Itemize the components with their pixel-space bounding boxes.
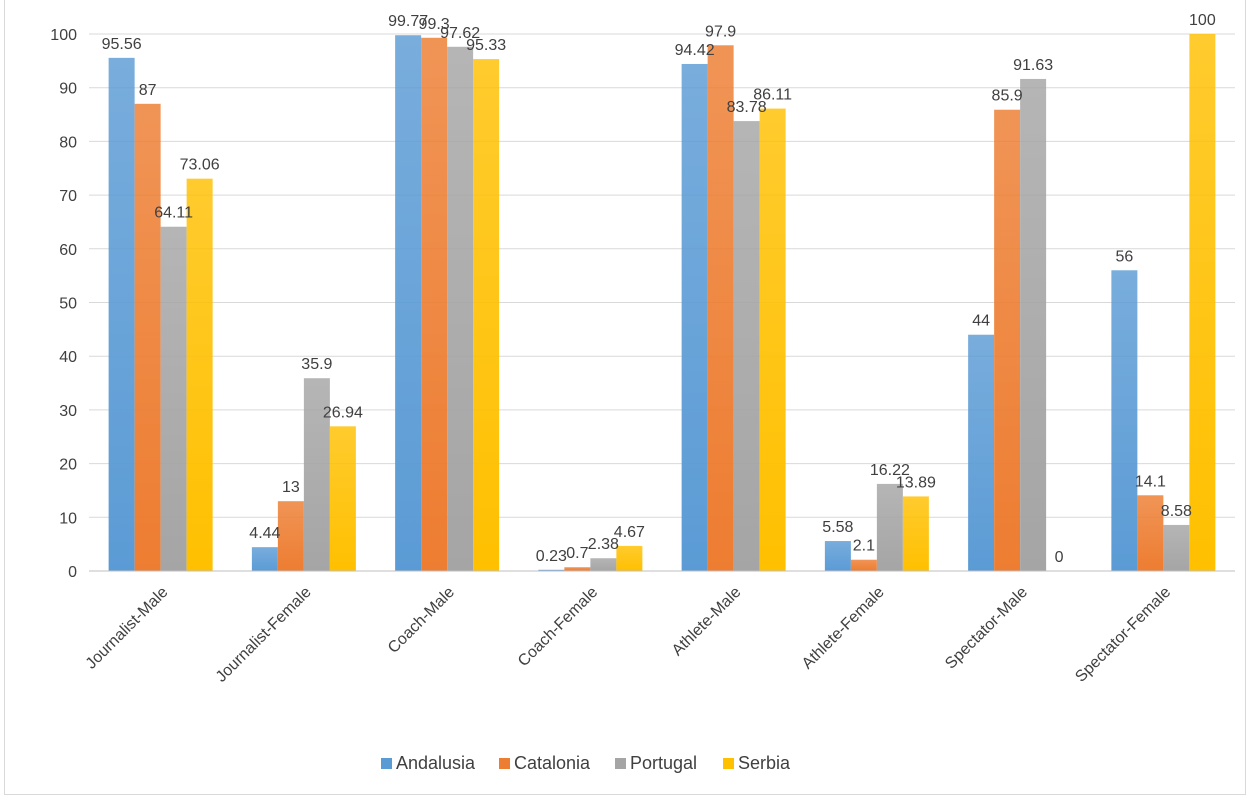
bar-catalonia — [134, 103, 161, 571]
data-label: 91.63 — [1013, 57, 1053, 74]
data-label: 8.58 — [1161, 503, 1192, 520]
x-tick-label: Spectator-Female — [1072, 584, 1174, 686]
bar-catalonia — [564, 567, 591, 571]
y-tick-label: 80 — [59, 134, 77, 151]
y-tick-label: 70 — [59, 188, 77, 205]
bar-portugal — [876, 483, 903, 571]
bar-portugal — [590, 558, 617, 571]
data-label: 83.78 — [727, 99, 767, 116]
x-tick-label: Athlete-Male — [669, 584, 745, 660]
data-label: 35.9 — [301, 356, 332, 373]
data-label: 4.44 — [249, 525, 280, 542]
y-tick-label: 50 — [59, 296, 77, 313]
bar-catalonia — [277, 501, 304, 571]
data-label: 16.22 — [870, 462, 910, 479]
y-tick-label: 90 — [59, 81, 77, 98]
bar-andalusia — [251, 547, 278, 571]
y-tick-label: 30 — [59, 403, 77, 420]
x-tick-label: Journalist-Male — [83, 584, 172, 673]
bar-catalonia — [421, 37, 448, 572]
bar-serbia — [329, 426, 356, 571]
data-label: 94.42 — [675, 42, 715, 59]
data-label: 0.7 — [566, 545, 588, 562]
data-label: 97.9 — [705, 23, 736, 40]
data-label: 2.38 — [588, 536, 619, 553]
data-label: 14.1 — [1135, 473, 1166, 490]
bar-andalusia — [108, 57, 135, 572]
legend-label: Serbia — [738, 753, 791, 773]
x-tick-label: Spectator-Male — [942, 584, 1031, 673]
data-label: 97.62 — [440, 25, 480, 42]
bar-andalusia — [538, 569, 565, 571]
data-label: 99.3 — [419, 16, 450, 33]
data-label: 44 — [972, 313, 990, 330]
data-label: 100 — [1189, 12, 1216, 29]
legend-swatch-catalonia — [499, 758, 510, 769]
bar-portugal — [447, 46, 474, 572]
y-tick-label: 20 — [59, 457, 77, 474]
chart-area: 95.56 87 64.11 73.06 4.44 13 35.9 26.94 99.77 99.… — [4, 0, 1246, 795]
data-label: 26.94 — [323, 404, 363, 421]
bar-andalusia — [824, 541, 851, 571]
legend-swatch-serbia — [723, 758, 734, 769]
bar-andalusia — [395, 35, 422, 571]
legend-swatch-andalusia — [381, 758, 392, 769]
bar-portugal — [733, 121, 760, 571]
legend-label: Andalusia — [396, 753, 476, 773]
y-tick-label: 40 — [59, 349, 77, 366]
bar-serbia — [186, 178, 213, 572]
gridlines — [89, 33, 1235, 572]
bar-catalonia — [707, 45, 734, 572]
data-label: 2.1 — [853, 538, 875, 555]
bar-andalusia — [968, 334, 995, 571]
bar-serbia — [473, 59, 500, 571]
data-label: 87 — [139, 82, 157, 99]
data-label: 0.23 — [536, 548, 567, 565]
data-label: 5.58 — [822, 519, 853, 536]
bar-portugal — [303, 378, 330, 571]
y-tick-label: 60 — [59, 242, 77, 259]
data-label: 86.11 — [753, 87, 792, 104]
bar-serbia — [902, 496, 929, 571]
data-label: 85.9 — [992, 88, 1023, 105]
y-tick-label: 10 — [59, 510, 77, 527]
bar-andalusia — [681, 63, 708, 571]
legend-swatch-portugal — [615, 758, 626, 769]
bar-catalonia — [850, 559, 877, 571]
data-label: 73.06 — [180, 157, 220, 174]
data-label: 0 — [1055, 549, 1064, 566]
x-tick-label: Athlete-Female — [799, 584, 888, 673]
data-label: 99.77 — [388, 13, 428, 30]
bar-catalonia — [1137, 495, 1164, 571]
bar-portugal — [160, 226, 187, 571]
data-label: 13.89 — [896, 474, 936, 491]
legend: Andalusia Catalonia Portugal Serbia — [381, 753, 791, 773]
bar-portugal — [1163, 524, 1190, 571]
data-label: 56 — [1115, 248, 1133, 265]
y-tick-label: 100 — [50, 27, 77, 44]
data-label: 95.56 — [102, 36, 142, 53]
bar-serbia — [759, 108, 786, 572]
data-labels: 95.56 87 64.11 73.06 4.44 13 35.9 26.94 99.7799.… — [102, 12, 1216, 566]
bars — [108, 34, 1216, 572]
legend-label: Catalonia — [514, 753, 591, 773]
bar-serbia — [1189, 34, 1216, 571]
bar-andalusia — [1111, 270, 1138, 571]
x-tick-label: Journalist-Female — [213, 584, 315, 686]
data-label: 95.33 — [466, 37, 506, 54]
x-tick-label: Coach-Male — [385, 584, 458, 657]
y-tick-label: 0 — [68, 564, 77, 581]
bar-chart: 95.56 87 64.11 73.06 4.44 13 35.9 26.94 99.7799.… — [50, 12, 1235, 773]
data-label: 64.11 — [154, 205, 193, 222]
bar-catalonia — [994, 109, 1021, 571]
data-label: 13 — [282, 479, 300, 496]
x-tick-label: Coach-Female — [515, 584, 601, 670]
bar-portugal — [1020, 78, 1047, 571]
data-label: 4.67 — [614, 524, 645, 541]
legend-label: Portugal — [630, 753, 697, 773]
bar-serbia — [616, 545, 643, 571]
